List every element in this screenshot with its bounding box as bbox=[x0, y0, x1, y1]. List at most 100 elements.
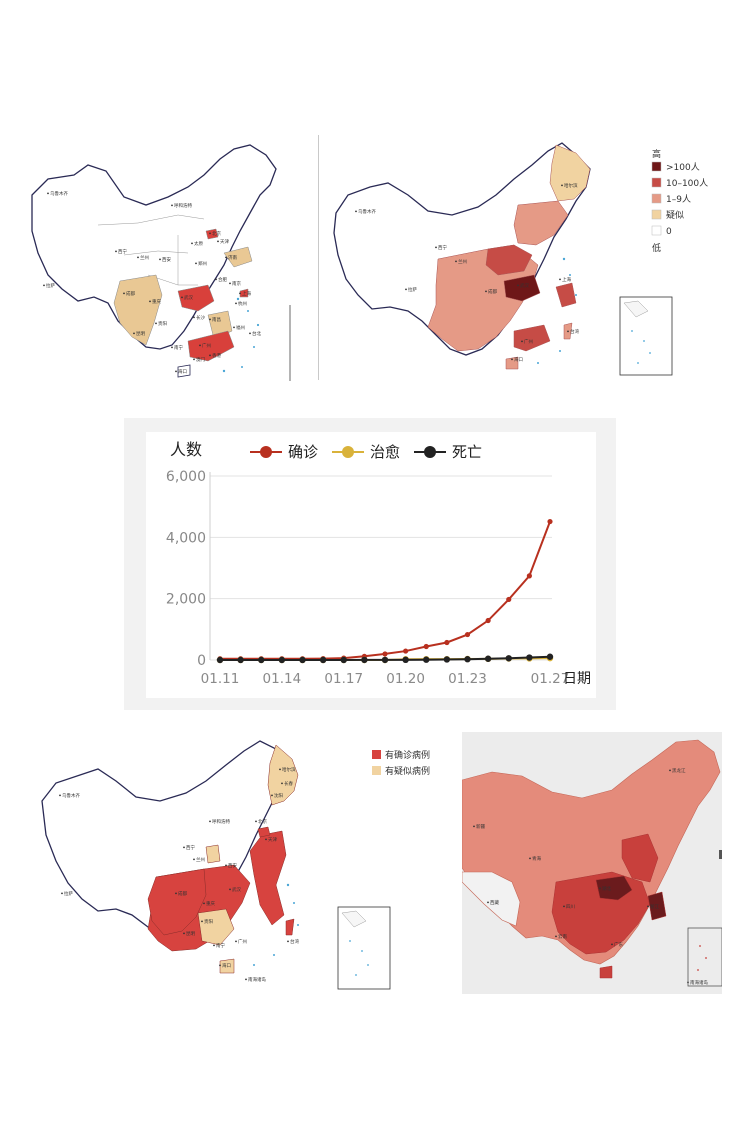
map-1-city-label: 上海 bbox=[242, 290, 251, 297]
map-2-region-north bbox=[513, 200, 569, 246]
chart-point bbox=[464, 631, 471, 638]
chart-legend-marker bbox=[424, 446, 436, 458]
map-1-region-beijing bbox=[205, 228, 219, 240]
map-3-region-southwest bbox=[147, 868, 207, 936]
map-4-city-dot bbox=[647, 905, 649, 908]
map-1-city-label: 郑州 bbox=[198, 260, 207, 267]
map-2-region-hainan bbox=[505, 356, 519, 370]
chart-x-tick-label: 01.14 bbox=[263, 671, 302, 687]
map-4-city-label: 湖北 bbox=[602, 885, 611, 892]
chart-y-tick-label: 2,000 bbox=[166, 592, 206, 608]
map-3-city-dot bbox=[59, 794, 61, 797]
map-2-region-mid bbox=[485, 244, 533, 276]
legend-item-label: >100人 bbox=[666, 162, 700, 173]
map-2-region-heilongjiang bbox=[549, 144, 591, 202]
map-1-city-dot bbox=[123, 292, 125, 295]
map-3-city-label: 拉萨 bbox=[64, 890, 73, 897]
map-3-islands bbox=[253, 883, 299, 966]
map-1-city-label: 南宁 bbox=[174, 344, 183, 351]
map-divider bbox=[318, 135, 319, 380]
map-3-region-suspect-gansu bbox=[205, 844, 221, 864]
map-1-city-label: 长沙 bbox=[196, 314, 205, 321]
map-1-city-label: 兰州 bbox=[140, 254, 149, 261]
map-3-city-dot bbox=[245, 978, 247, 981]
chart-point bbox=[464, 656, 471, 663]
map-4-region-tibet bbox=[462, 871, 521, 927]
map-4-region-base bbox=[462, 739, 721, 965]
map-3-region-beijing bbox=[257, 826, 271, 838]
map-1-city-dot bbox=[155, 322, 157, 325]
map-3-city-dot bbox=[61, 892, 63, 895]
map-2-islands bbox=[537, 257, 577, 364]
map-1-city-label: 南京 bbox=[232, 280, 241, 287]
chart-point bbox=[423, 656, 430, 663]
legend-swatch bbox=[651, 209, 662, 220]
map-1-city-dot bbox=[171, 346, 173, 349]
legend-item-label: 有确诊病例 bbox=[385, 749, 430, 761]
map-3-city-dot bbox=[201, 920, 203, 923]
map-2-city-label: 西宁 bbox=[438, 244, 447, 251]
map-3-city-dot bbox=[175, 892, 177, 895]
chart-point bbox=[484, 655, 492, 662]
china-map-top-right: 乌鲁木齐 西宁 兰州 拉萨 成都 武汉 上海 台湾 广州 海口 哈尔滨 高 低 >100人 10–10… bbox=[318, 135, 720, 380]
legend-item-label: 疑似 bbox=[666, 210, 684, 221]
map-2-city-dot bbox=[517, 284, 519, 287]
map-3-city-dot bbox=[183, 846, 185, 849]
map-1-city-dot bbox=[191, 242, 193, 245]
map-3-city-dot bbox=[255, 820, 257, 823]
map-1-city-dot bbox=[159, 258, 161, 261]
map-3-city-label: 昆明 bbox=[186, 931, 195, 937]
map-3-city-dot bbox=[209, 820, 211, 823]
map-3-region-northeast bbox=[267, 744, 299, 806]
map-3-city-label: 北京 bbox=[258, 818, 267, 825]
map-1-city-dot bbox=[217, 240, 219, 243]
map-2-region-guangdong bbox=[513, 324, 551, 352]
map-1-city-dot bbox=[239, 292, 241, 295]
map-1-city-dot bbox=[209, 232, 211, 235]
map-3-city-label: 沈阳 bbox=[274, 792, 283, 799]
map-1-city-dot bbox=[175, 370, 177, 373]
map-3-city-dot bbox=[287, 940, 289, 943]
map-3-city-label: 呼和浩特 bbox=[212, 818, 230, 825]
map-4-city-label: 云南 bbox=[558, 933, 567, 940]
south-sea-inset bbox=[687, 927, 722, 987]
map-1-city-dot bbox=[229, 282, 231, 285]
map-1-city-dot bbox=[233, 326, 235, 329]
chart-point bbox=[546, 653, 554, 660]
chart-legend-marker bbox=[260, 446, 272, 458]
map-1-city-label: 杭州 bbox=[238, 300, 247, 307]
map-3-city-dot bbox=[225, 864, 227, 867]
map-1-city-label: 北京 bbox=[212, 230, 221, 237]
chart-x-tick-label: 01.27 bbox=[531, 671, 570, 687]
map-1-city-label: 广州 bbox=[202, 342, 211, 349]
map-4-city-label: 浙江 bbox=[650, 903, 659, 910]
map-1-city-label: 合肥 bbox=[218, 276, 227, 283]
legend-item-label: 0 bbox=[666, 227, 672, 237]
chart-legend-label: 死亡 bbox=[452, 443, 482, 461]
map-3-city-label: 南海诸岛 bbox=[248, 976, 266, 983]
map-4-region-hubei bbox=[595, 875, 633, 901]
chart-point bbox=[382, 651, 388, 657]
map-2-city-label: 兰州 bbox=[458, 258, 467, 265]
map-2-city-dot bbox=[567, 330, 569, 333]
chart-point bbox=[506, 596, 512, 603]
map-4-city-dot bbox=[563, 905, 565, 908]
map-1-city-dot bbox=[249, 332, 251, 335]
map-4-city-label: 新疆 bbox=[476, 823, 485, 830]
map-3-city-label: 哈尔滨 bbox=[282, 766, 296, 773]
map-4-city-label: 广东 bbox=[614, 941, 623, 948]
chart-point bbox=[216, 656, 224, 664]
map-4-city-label: 青海 bbox=[532, 855, 541, 862]
map-1-city-label: 南昌 bbox=[212, 316, 221, 323]
map-1-islands bbox=[222, 297, 260, 373]
map-1-city-label: 乌鲁木齐 bbox=[50, 190, 68, 197]
map-4-city-label: 西藏 bbox=[490, 899, 499, 906]
map-1-city-dot bbox=[193, 358, 195, 361]
map-1-city-label: 澳门 bbox=[196, 356, 205, 363]
map-1-city-dot bbox=[171, 204, 173, 207]
map-3-region-suspect-yunnan bbox=[197, 908, 235, 946]
map-2-city-label: 乌鲁木齐 bbox=[358, 208, 376, 215]
map-1-city-dot bbox=[47, 192, 49, 195]
map-2-city-label: 哈尔滨 bbox=[564, 182, 578, 189]
